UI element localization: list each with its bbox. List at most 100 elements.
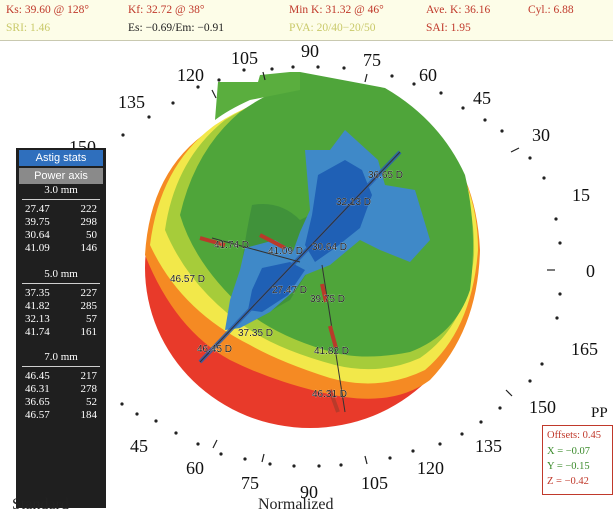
power-label: 41.74 D bbox=[214, 240, 249, 251]
degree-label: 75 bbox=[363, 50, 381, 70]
degree-label: 75 bbox=[241, 473, 259, 493]
table-row: 46.45 217 bbox=[25, 370, 97, 383]
kf-value: Kf: 32.72 @ 38° bbox=[128, 4, 205, 16]
k-value: 36.65 bbox=[25, 396, 50, 408]
degree-label: 45 bbox=[473, 88, 491, 108]
offset-y: Y = −0.15 bbox=[547, 461, 590, 472]
astig-stats-button[interactable]: Astig stats bbox=[19, 150, 103, 166]
axis-value: 217 bbox=[80, 370, 98, 382]
offset-z: Z = −0.42 bbox=[547, 476, 589, 487]
ks-value: Ks: 39.60 @ 128° bbox=[6, 4, 89, 16]
sai-value: SAI: 1.95 bbox=[426, 22, 471, 34]
k-value: 30.64 bbox=[25, 229, 50, 241]
axis-value: 52 bbox=[86, 396, 97, 408]
degree-label: 105 bbox=[231, 48, 258, 68]
table-row: 46.57 184 bbox=[25, 409, 97, 422]
es-em-value: Es: −0.69/Em: −0.91 bbox=[128, 22, 225, 34]
section-title-3mm: 3.0 mm bbox=[44, 184, 78, 196]
axis-value: 184 bbox=[80, 409, 98, 421]
pp-label: PP bbox=[591, 405, 608, 421]
k-value: 27.47 bbox=[25, 203, 50, 215]
section-divider bbox=[22, 366, 100, 367]
table-row: 41.82 285 bbox=[25, 300, 97, 313]
power-label: 46.31 D bbox=[312, 389, 347, 400]
k-value: 32.13 bbox=[25, 313, 50, 325]
degree-label: 105 bbox=[361, 473, 388, 493]
power-label: 30.64 D bbox=[312, 242, 347, 253]
degree-label: 15 bbox=[572, 185, 590, 205]
degree-label: 135 bbox=[475, 436, 502, 456]
degree-label: 30 bbox=[532, 125, 550, 145]
degree-label: 150 bbox=[529, 397, 556, 417]
standard-label: Standard bbox=[12, 496, 69, 513]
k-value: 37.35 bbox=[25, 287, 50, 299]
table-row: 30.64 50 bbox=[25, 229, 97, 242]
power-label: 36.65 D bbox=[368, 170, 403, 181]
power-label: 41.82 D bbox=[314, 346, 349, 357]
offsets-box: Offsets: 0.45 X = −0.07 Y = −0.15 Z = −0… bbox=[542, 425, 613, 495]
power-label: 37.35 D bbox=[238, 328, 273, 339]
power-label: 32.13 D bbox=[336, 197, 371, 208]
header-stats-bar: Ks: 39.60 @ 128° Kf: 32.72 @ 38° Min K: … bbox=[0, 0, 613, 41]
axis-value: 146 bbox=[80, 242, 98, 254]
k-value: 41.74 bbox=[25, 326, 50, 338]
power-axis-button[interactable]: Power axis bbox=[19, 168, 103, 184]
astig-stats-panel: Astig stats Power axis 3.0 mm 27.47 222 3… bbox=[16, 148, 106, 508]
table-row: 41.09 146 bbox=[25, 242, 97, 255]
ave-k-value: Ave. K: 36.16 bbox=[426, 4, 491, 16]
axis-value: 285 bbox=[80, 300, 98, 312]
degree-label: 0 bbox=[586, 261, 595, 281]
axis-value: 298 bbox=[80, 216, 98, 228]
table-row: 32.13 57 bbox=[25, 313, 97, 326]
axis-value: 57 bbox=[86, 313, 97, 325]
degree-label: 120 bbox=[417, 458, 444, 478]
degree-labels: 150 135 120 105 90 75 60 45 30 15 0 165 … bbox=[69, 41, 598, 502]
degree-label: 90 bbox=[300, 482, 318, 502]
degree-label: 90 bbox=[301, 41, 319, 61]
table-row: 36.65 52 bbox=[25, 396, 97, 409]
axis-value: 278 bbox=[80, 383, 98, 395]
table-row: 27.47 222 bbox=[25, 203, 97, 216]
section-title-7mm: 7.0 mm bbox=[44, 351, 78, 363]
cyl-value: Cyl.: 6.88 bbox=[528, 4, 574, 16]
table-row: 37.35 227 bbox=[25, 287, 97, 300]
k-value: 41.82 bbox=[25, 300, 50, 312]
k-value: 46.31 bbox=[25, 383, 50, 395]
section-title-5mm: 5.0 mm bbox=[44, 268, 78, 280]
topography-color-zones bbox=[145, 72, 480, 428]
degree-tick-dots bbox=[120, 65, 562, 468]
axis-value: 227 bbox=[80, 287, 98, 299]
k-value: 46.57 bbox=[25, 409, 50, 421]
k-value: 41.09 bbox=[25, 242, 50, 254]
table-row: 39.75 298 bbox=[25, 216, 97, 229]
power-label: 39.75 D bbox=[310, 294, 345, 305]
power-value-labels: 36.65 D 32.13 D 30.64 D 41.09 D 41.74 D … bbox=[170, 170, 403, 400]
axis-value: 161 bbox=[80, 326, 98, 338]
degree-label: 60 bbox=[419, 65, 437, 85]
normalized-label: Normalized bbox=[258, 496, 334, 513]
section-divider bbox=[22, 199, 100, 200]
power-label: 46.57 D bbox=[170, 274, 205, 285]
degree-label: 45 bbox=[130, 436, 148, 456]
pva-value: PVA: 20/40−20/50 bbox=[289, 22, 376, 34]
axis-value: 222 bbox=[80, 203, 98, 215]
degree-label: 165 bbox=[571, 339, 598, 359]
offsets-value: Offsets: 0.45 bbox=[547, 430, 602, 441]
degree-label: 135 bbox=[118, 92, 145, 112]
k-value: 39.75 bbox=[25, 216, 50, 228]
axis-value: 50 bbox=[86, 229, 97, 241]
corneal-topography-map: 36.65 D 32.13 D 30.64 D 41.09 D 41.74 D … bbox=[69, 41, 598, 502]
degree-label: 120 bbox=[177, 65, 204, 85]
offset-x: X = −0.07 bbox=[547, 446, 591, 457]
table-row: 41.74 161 bbox=[25, 326, 97, 339]
k-value: 46.45 bbox=[25, 370, 50, 382]
min-k-value: Min K: 31.32 @ 46° bbox=[289, 4, 384, 16]
power-label: 41.09 D bbox=[268, 246, 303, 257]
table-row: 46.31 278 bbox=[25, 383, 97, 396]
astig-axis-lines bbox=[198, 150, 402, 413]
power-label: 46.45 D bbox=[197, 344, 232, 355]
power-label: 27.47 D bbox=[272, 285, 307, 296]
section-divider bbox=[22, 283, 100, 284]
sri-value: SRI: 1.46 bbox=[6, 22, 51, 34]
degree-label: 60 bbox=[186, 458, 204, 478]
